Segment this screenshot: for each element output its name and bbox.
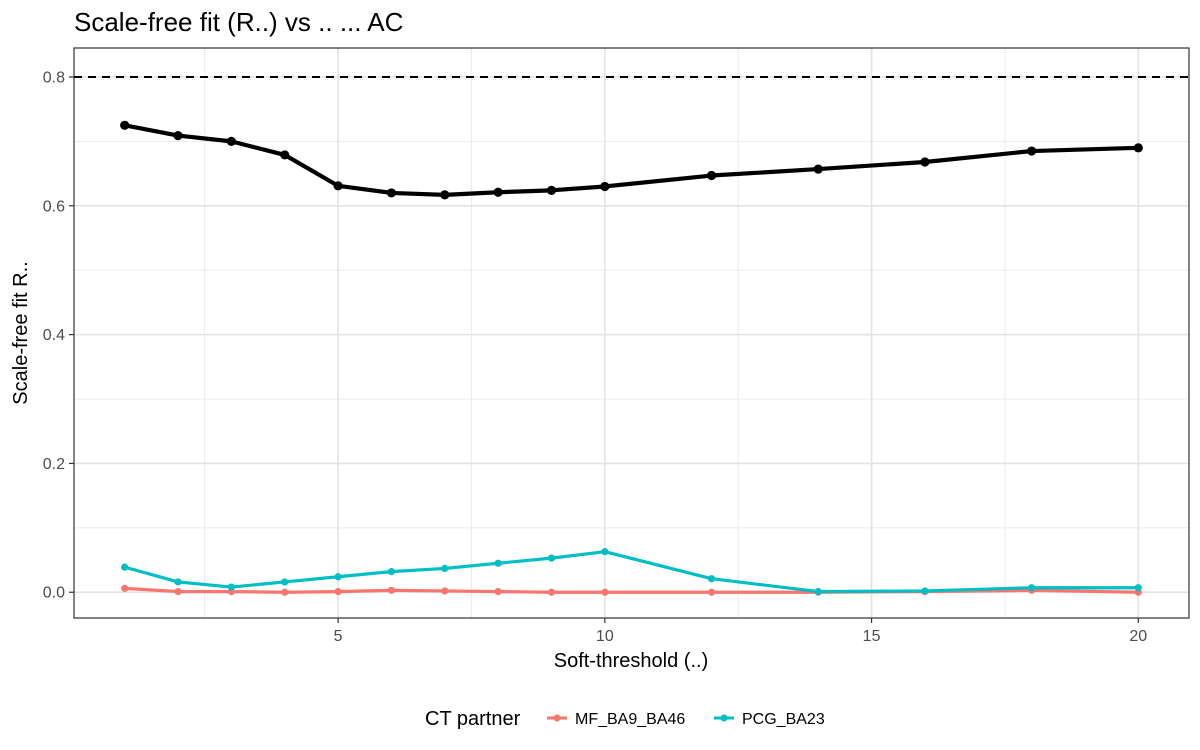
legend-key-point-pcg	[720, 714, 728, 722]
y-tick-label: 0.8	[43, 69, 65, 86]
data-point-pcg-ba23	[494, 559, 502, 567]
y-tick-label: 0.0	[43, 585, 65, 602]
series-pcg-ba23	[121, 548, 1142, 596]
x-tick-label: 10	[596, 628, 614, 645]
series-primary	[120, 120, 1143, 200]
minor-gridlines	[74, 48, 1189, 618]
data-point-primary	[546, 185, 557, 195]
chart-title: Scale-free fit (R..) vs .. ... AC	[74, 7, 403, 37]
legend-item-mf: MF_BA9_BA46	[547, 711, 685, 728]
data-point-mf-ba9-ba46	[121, 584, 129, 592]
data-point-pcg-ba23	[547, 554, 556, 562]
y-tick-label: 0.6	[43, 198, 65, 215]
data-point-pcg-ba23	[281, 578, 289, 586]
data-point-pcg-ba23	[121, 563, 129, 571]
plot-border	[73, 47, 1190, 619]
data-point-pcg-ba23	[227, 583, 235, 591]
y-axis-title: Scale-free fit R..	[10, 261, 32, 404]
data-point-primary	[600, 181, 610, 192]
legend-label-pcg: PCG_BA23	[742, 711, 825, 728]
data-point-primary	[493, 187, 503, 197]
data-point-primary	[920, 157, 930, 167]
data-point-mf-ba9-ba46	[441, 587, 449, 595]
data-point-primary	[440, 190, 450, 200]
data-point-pcg-ba23	[921, 587, 929, 595]
plot-background	[74, 48, 1189, 618]
data-point-primary	[120, 120, 130, 130]
data-point-mf-ba9-ba46	[547, 588, 556, 596]
data-point-pcg-ba23	[814, 587, 822, 596]
data-point-pcg-ba23	[334, 573, 342, 581]
data-point-primary	[813, 164, 823, 174]
data-point-mf-ba9-ba46	[281, 588, 289, 596]
data-point-mf-ba9-ba46	[334, 587, 342, 596]
data-point-pcg-ba23	[441, 564, 449, 573]
legend-key-point-mf	[553, 714, 561, 722]
data-point-primary	[280, 150, 290, 160]
legend: CT partner MF_BA9_BA46 PCG_BA23	[425, 708, 825, 730]
y-tick-label: 0.2	[43, 456, 65, 473]
x-axis-ticks: 5 10 15 20	[334, 618, 1147, 645]
data-point-primary	[333, 181, 343, 191]
legend-item-pcg: PCG_BA23	[714, 711, 825, 728]
data-point-primary	[386, 188, 397, 198]
data-point-mf-ba9-ba46	[601, 588, 609, 596]
data-point-mf-ba9-ba46	[494, 587, 502, 596]
legend-label-mf: MF_BA9_BA46	[575, 711, 685, 728]
data-point-mf-ba9-ba46	[174, 587, 182, 596]
data-point-pcg-ba23	[1028, 584, 1036, 592]
data-point-primary	[226, 136, 236, 146]
data-point-primary	[706, 170, 717, 181]
x-tick-label: 15	[863, 628, 881, 645]
data-point-primary	[1133, 143, 1143, 153]
data-point-pcg-ba23	[174, 578, 182, 586]
y-tick-label: 0.4	[43, 327, 65, 344]
x-tick-label: 5	[334, 628, 343, 645]
x-axis-title: Soft-threshold (..)	[554, 650, 709, 672]
plot-panel	[73, 47, 1190, 619]
data-point-pcg-ba23	[601, 548, 609, 556]
series-layer	[120, 120, 1143, 596]
data-point-primary	[1027, 146, 1037, 156]
data-point-primary	[173, 130, 183, 141]
data-point-pcg-ba23	[707, 575, 716, 583]
data-point-pcg-ba23	[1134, 584, 1142, 592]
y-axis-ticks: 0.0 0.2 0.4 0.6 0.8	[43, 69, 74, 602]
data-point-pcg-ba23	[387, 568, 396, 576]
data-point-mf-ba9-ba46	[707, 588, 716, 596]
data-point-mf-ba9-ba46	[387, 586, 396, 594]
legend-title: CT partner	[425, 708, 521, 730]
x-tick-label: 20	[1129, 628, 1147, 645]
